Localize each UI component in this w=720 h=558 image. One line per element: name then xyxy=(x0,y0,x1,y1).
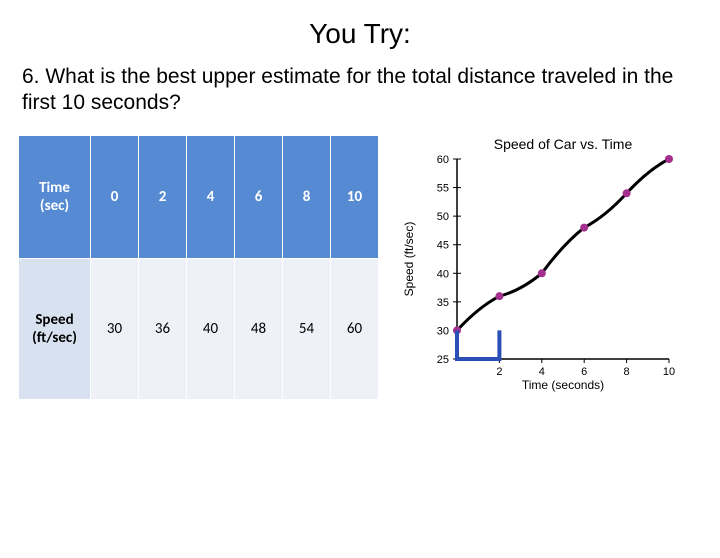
col-header: 4 xyxy=(187,135,235,258)
svg-text:35: 35 xyxy=(437,296,449,308)
svg-text:60: 60 xyxy=(437,154,449,166)
svg-text:Time (seconds): Time (seconds) xyxy=(522,378,604,392)
svg-text:50: 50 xyxy=(437,211,449,223)
row-header-time: Time (sec) xyxy=(19,135,91,258)
content-row: Time (sec) 0 2 4 6 8 10 Speed (ft/sec) 3… xyxy=(0,135,720,400)
page-title: You Try: xyxy=(0,18,720,50)
table-cell: 54 xyxy=(283,258,331,399)
speed-chart: Speed of Car vs. Time Speed (ft/sec) Time … xyxy=(399,135,699,395)
svg-text:40: 40 xyxy=(437,268,449,280)
question-text: 6. What is the best upper estimate for t… xyxy=(22,64,698,117)
svg-text:45: 45 xyxy=(437,239,449,251)
svg-text:30: 30 xyxy=(437,325,449,337)
table-row: Time (sec) 0 2 4 6 8 10 xyxy=(19,135,379,258)
col-header: 0 xyxy=(91,135,139,258)
svg-text:2: 2 xyxy=(496,366,502,378)
svg-text:55: 55 xyxy=(437,182,449,194)
col-header: 10 xyxy=(331,135,379,258)
table-cell: 48 xyxy=(235,258,283,399)
svg-text:4: 4 xyxy=(539,366,545,378)
chart-container: Speed of Car vs. Time Speed (ft/sec) Time … xyxy=(399,135,702,400)
svg-text:6: 6 xyxy=(581,366,587,378)
table-cell: 36 xyxy=(139,258,187,399)
table-cell: 40 xyxy=(187,258,235,399)
svg-text:25: 25 xyxy=(437,354,449,366)
table-cell: 30 xyxy=(91,258,139,399)
row-header-speed: Speed (ft/sec) xyxy=(19,258,91,399)
svg-text:8: 8 xyxy=(624,366,630,378)
table-row: Speed (ft/sec) 30 36 40 48 54 60 xyxy=(19,258,379,399)
svg-text:Speed of Car vs. Time: Speed of Car vs. Time xyxy=(494,136,633,152)
svg-text:10: 10 xyxy=(663,366,675,378)
col-header: 8 xyxy=(283,135,331,258)
col-header: 6 xyxy=(235,135,283,258)
col-header: 2 xyxy=(139,135,187,258)
table-cell: 60 xyxy=(331,258,379,399)
svg-text:Speed (ft/sec): Speed (ft/sec) xyxy=(402,221,416,296)
data-table: Time (sec) 0 2 4 6 8 10 Speed (ft/sec) 3… xyxy=(18,135,379,400)
